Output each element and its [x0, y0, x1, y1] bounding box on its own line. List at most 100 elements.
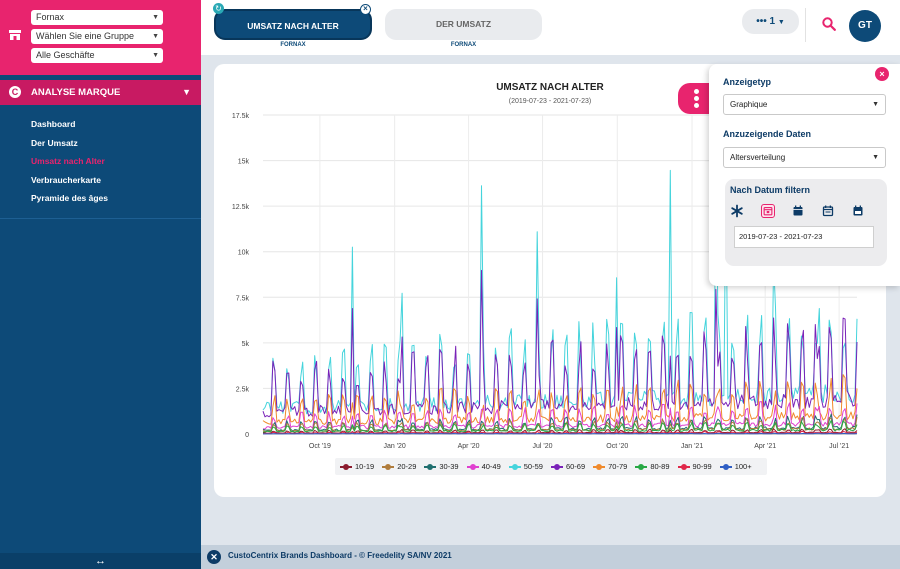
legend-item[interactable]: 80-89	[635, 462, 670, 471]
chevron-down-icon: ▼	[152, 14, 159, 21]
refresh-icon[interactable]: ↻	[213, 3, 224, 14]
calendar-range-icon[interactable]	[761, 204, 775, 218]
tab-der-umsatz[interactable]: DER UMSATZ	[385, 9, 542, 40]
date-filter-box	[725, 179, 887, 266]
legend-item[interactable]: 10-19	[340, 462, 374, 471]
chart-title: UMSATZ NACH ALTER	[496, 82, 604, 93]
topbar: UMSATZ NACH ALTER ↻ × FORNAX DER UMSATZ …	[201, 0, 900, 55]
sidebar-section-analyse-marque[interactable]: C ANALYSE MARQUE ▼	[0, 80, 201, 105]
display-type-select[interactable]: Graphique ▼	[723, 94, 886, 115]
sidebar-nav: Dashboard Der Umsatz Umsatz nach Alter V…	[31, 115, 108, 208]
footer-text: CustoCentrix Brands Dashboard - © Freede…	[228, 551, 452, 560]
y-tick-label: 17.5k	[232, 113, 250, 120]
tab-pager-button[interactable]: ••• 1 ▼	[742, 9, 799, 34]
x-tick-label: Jan '20	[383, 443, 405, 450]
legend-label: 100+	[734, 462, 752, 471]
group-select[interactable]: Wählen Sie eine Gruppe ▼	[31, 29, 163, 44]
legend-item[interactable]: 100+	[719, 462, 752, 471]
legend-swatch-icon	[677, 463, 690, 471]
legend-label: 70-79	[608, 462, 628, 471]
dot-icon	[694, 103, 699, 108]
x-tick-label: Apr '20	[458, 443, 480, 450]
chevron-down-icon: ▼	[182, 87, 191, 97]
x-tick-label: Apr '21	[754, 443, 776, 450]
legend-item[interactable]: 60-69	[550, 462, 586, 471]
legend-swatch-icon	[340, 463, 352, 471]
sidebar-resize-handle[interactable]: ↔	[0, 553, 201, 569]
brand-logo-icon: C	[9, 86, 21, 98]
tab-umsatz-nach-alter[interactable]: UMSATZ NACH ALTER	[214, 9, 372, 40]
x-tick-label: Oct '20	[606, 443, 628, 450]
custocentrix-logo-icon: ✕	[207, 550, 221, 564]
legend-label: 40-49	[481, 462, 501, 471]
store-icon	[9, 30, 21, 40]
date-range-input[interactable]: 2019-07-23 - 2021-07-23	[734, 226, 874, 248]
date-filter-title: Nach Datum filtern	[730, 185, 811, 195]
chevron-down-icon: ▼	[872, 101, 879, 108]
calendar-day-icon[interactable]	[791, 204, 805, 218]
chevron-down-icon: ▼	[152, 33, 159, 40]
y-tick-label: 15k	[238, 159, 250, 166]
x-tick-label: Jul '21	[829, 443, 849, 450]
topbar-divider	[805, 8, 806, 42]
legend-label: 80-89	[650, 462, 670, 471]
legend-label: 60-69	[565, 462, 586, 471]
legend-swatch-icon	[466, 463, 479, 471]
sidebar-item-verbraucherkarte[interactable]: Verbraucherkarte	[31, 174, 101, 185]
legend-swatch-icon	[635, 463, 648, 471]
legend-item[interactable]: 70-79	[593, 462, 627, 471]
legend-item[interactable]: 50-59	[508, 462, 543, 471]
tab-sublabel: FORNAX	[450, 42, 477, 48]
y-tick-label: 0	[245, 432, 249, 439]
sidebar-divider	[0, 218, 201, 219]
sidebar-item-der-umsatz[interactable]: Der Umsatz	[31, 137, 78, 148]
legend-swatch-icon	[424, 463, 437, 471]
data-label: Anzuzeigende Daten	[723, 129, 812, 139]
asterisk-icon[interactable]	[730, 204, 744, 218]
chevron-down-icon: ▼	[777, 19, 785, 26]
tab-sublabel: FORNAX	[280, 42, 306, 48]
close-icon[interactable]: ×	[875, 67, 889, 81]
calendar-month-icon[interactable]	[851, 204, 865, 218]
legend-item[interactable]: 40-49	[466, 462, 501, 471]
data-select[interactable]: Altersverteilung ▼	[723, 147, 886, 168]
series-line-60-69	[262, 269, 858, 418]
search-icon[interactable]	[822, 17, 836, 31]
y-tick-label: 5k	[242, 341, 250, 348]
sidebar-item-dashboard[interactable]: Dashboard	[31, 119, 76, 129]
legend-item[interactable]: 20-29	[382, 462, 416, 471]
legend-swatch-icon	[719, 463, 732, 471]
y-tick-label: 7.5k	[236, 295, 250, 302]
legend-swatch-icon	[382, 463, 395, 471]
close-tab-icon[interactable]: ×	[360, 4, 371, 15]
legend-item[interactable]: 30-39	[424, 462, 459, 471]
series-line-40-49	[262, 401, 858, 430]
chart-subtitle: (2019-07-23 - 2021-07-23)	[508, 98, 592, 105]
series-line-10-19	[262, 428, 858, 434]
dot-icon	[694, 96, 699, 101]
y-tick-label: 2.5k	[236, 386, 250, 393]
display-type-label: Anzeigetyp	[723, 77, 772, 87]
sidebar-item-umsatz-nach-alter[interactable]: Umsatz nach Alter	[31, 156, 105, 166]
avatar[interactable]: GT	[849, 10, 881, 42]
legend-label: 50-59	[523, 462, 543, 471]
legend-label: 30-39	[439, 462, 459, 471]
chart-legend: 10-19 20-29 30-39 40-49 50-59 60-69 70-79 80-89…	[335, 458, 767, 475]
brand-select[interactable]: Fornax ▼	[31, 10, 163, 25]
series-line-70-79	[262, 374, 858, 425]
sidebar-item-pyramide[interactable]: Pyramide des âges	[31, 193, 109, 203]
series-line-50-59	[262, 154, 858, 415]
store-select[interactable]: Alle Geschäfte ▼	[31, 48, 163, 63]
legend-item[interactable]: 90-99	[677, 462, 712, 471]
x-tick-label: Oct '19	[309, 443, 331, 450]
y-tick-label: 10k	[238, 250, 250, 257]
footer	[201, 545, 900, 569]
section-label: ANALYSE MARQUE	[31, 87, 121, 98]
legend-swatch-icon	[593, 463, 606, 471]
series-line-100+	[263, 432, 858, 435]
chevron-down-icon: ▼	[152, 52, 159, 59]
calendar-week-icon[interactable]	[821, 204, 835, 218]
legend-label: 10-19	[355, 462, 375, 471]
sidebar-filter-area: Fornax ▼ Wählen Sie eine Gruppe ▼ Alle Ges…	[0, 0, 201, 75]
legend-swatch-icon	[550, 463, 563, 471]
